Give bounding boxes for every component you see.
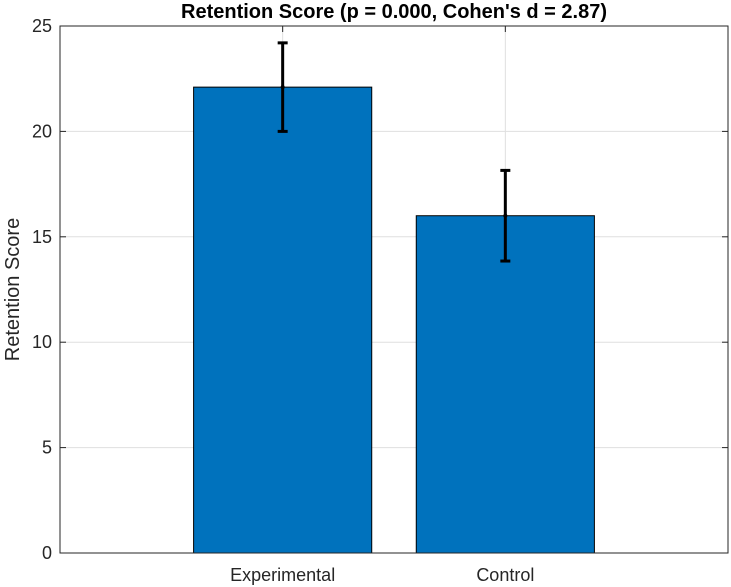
grid: [60, 25, 728, 554]
y-tick-label: 25: [32, 16, 52, 36]
error-center-dot: [503, 213, 508, 218]
x-tick-label: Control: [476, 565, 534, 585]
x-tick-labels: Experimental Control: [230, 565, 534, 585]
x-tick-label: Experimental: [230, 565, 335, 585]
y-tick-label: 5: [42, 438, 52, 458]
bar-control: [415, 215, 595, 554]
error-center-dot: [280, 85, 285, 90]
error-bars: [277, 41, 511, 263]
y-axis-label: Retention Score: [2, 218, 24, 361]
y-tick-label: 20: [32, 121, 52, 141]
y-tick-labels: 0 5 10 15 20 25: [32, 16, 52, 563]
y-tick-label: 10: [32, 332, 52, 352]
bar-experimental: [193, 86, 373, 554]
axes-frame: [59, 25, 729, 554]
y-tick-label: 0: [42, 543, 52, 563]
bars: [193, 86, 595, 554]
y-tick-label: 15: [32, 227, 52, 247]
chart-title: Retention Score (p = 0.000, Cohen's d = …: [181, 1, 607, 23]
